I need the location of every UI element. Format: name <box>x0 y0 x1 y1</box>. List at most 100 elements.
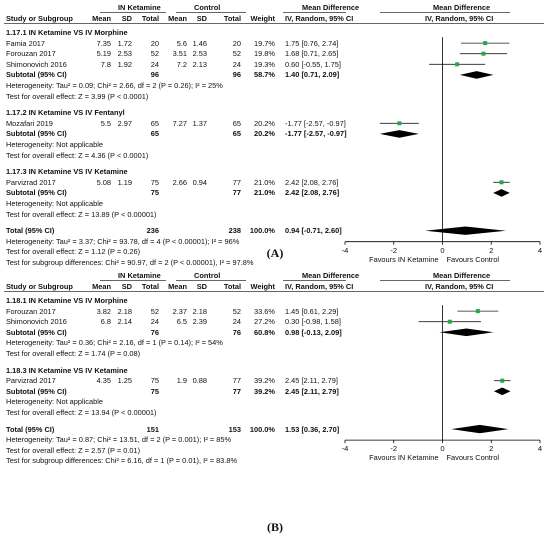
weight-cell: 21.0% <box>254 177 275 187</box>
weight-cell: 21.0% <box>254 188 275 198</box>
stat-note: Heterogeneity: Not applicable <box>6 199 103 208</box>
sd1-cell: 1.92 <box>117 59 132 69</box>
x-tick-label: 0 <box>440 245 445 255</box>
stat-note: Heterogeneity: Not applicable <box>6 140 103 149</box>
header-bottom-rule <box>4 291 544 292</box>
stat-note: Heterogeneity: Not applicable <box>6 397 103 407</box>
group1-header: IN Ketamine <box>118 271 161 280</box>
x-tick-label: 2 <box>489 245 494 255</box>
mean2-cell: 7.27 <box>172 118 187 128</box>
col-mean2: Mean <box>168 282 187 291</box>
md-ci-cell: 1.68 [0.71, 2.65] <box>285 49 339 59</box>
subtotal-label: Subtotal (95% CI) <box>6 70 67 80</box>
total2-cell: 77 <box>232 386 241 396</box>
total1-cell: 20 <box>150 38 159 48</box>
md-header: Mean Difference <box>302 271 360 280</box>
stat-note: Test for overall effect: Z = 3.99 (P < 0… <box>6 91 149 101</box>
md-ci-cell: 1.75 [0.76, 2.74] <box>285 38 339 48</box>
subtotal-diamond <box>379 130 419 138</box>
total1-cell: 76 <box>150 327 159 337</box>
total1-cell: 65 <box>150 118 159 128</box>
sd2-cell: 2.13 <box>192 59 207 69</box>
subgroup-title: 1.17.3 IN Ketamine VS IV Ketamine <box>6 167 128 177</box>
col-total1: Total <box>141 282 159 291</box>
mean1-cell: 7.35 <box>96 38 111 48</box>
md-header: Mean Difference <box>302 3 360 12</box>
subtotal-label: Subtotal (95% CI) <box>6 386 67 396</box>
total2-cell: 77 <box>232 188 241 198</box>
subtotal-diamond <box>459 71 494 79</box>
total2-cell: 20 <box>232 38 241 48</box>
header-rule <box>100 280 166 281</box>
md-ci-cell: 1.45 [0.61, 2.29] <box>285 306 339 316</box>
md-ci-cell: 1.40 [0.71, 2.09] <box>285 70 340 80</box>
favours-right-label: Favours Control <box>446 254 500 264</box>
sd2-cell: 1.37 <box>192 118 207 128</box>
header-rule <box>176 280 246 281</box>
stat-note: Test for overall effect: Z = 1.74 (P = 0… <box>6 349 141 358</box>
total1-cell: 75 <box>150 376 159 386</box>
sd1-cell: 2.18 <box>117 306 132 316</box>
effect-marker <box>483 41 488 46</box>
x-tick-label: -2 <box>390 245 398 255</box>
weight-cell: 19.7% <box>254 38 275 48</box>
weight-cell: 39.2% <box>254 376 275 386</box>
md-ci-cell: 2.45 [2.11, 2.79] <box>285 386 339 396</box>
study-name: Parvizrad 2017 <box>6 376 56 386</box>
md-ci-cell: 0.98 [-0.13, 2.09] <box>285 327 342 337</box>
md-ci-cell: 0.30 [-0.98, 1.58] <box>285 317 341 327</box>
effect-marker <box>499 180 504 185</box>
total1-cell: 65 <box>150 129 159 139</box>
subgroup-title: 1.17.1 IN Ketamine VS IV Morphine <box>6 28 128 37</box>
total2-cell: 52 <box>232 306 241 316</box>
weight-cell: 27.2% <box>254 317 275 327</box>
total2-cell: 76 <box>232 327 241 337</box>
total1-cell: 24 <box>150 317 159 327</box>
effect-marker <box>397 121 402 126</box>
total2-cell: 65 <box>232 118 241 128</box>
total1-cell: 75 <box>150 177 159 187</box>
col-md: IV, Random, 95% CI <box>285 14 354 23</box>
header-rule <box>176 12 246 13</box>
total1-cell: 75 <box>150 188 159 198</box>
x-tick-label: 4 <box>537 245 543 255</box>
md-ci-cell: 2.45 [2.11, 2.79] <box>285 376 338 386</box>
total1-cell: 151 <box>146 424 159 434</box>
x-tick-label: 2 <box>489 444 494 454</box>
stat-note: Test for overall effect: Z = 13.94 (P < … <box>6 408 157 417</box>
subtotal-label: Subtotal (95% CI) <box>6 327 67 337</box>
subtotal-diamond <box>493 387 511 396</box>
header-rule <box>283 12 346 13</box>
total1-cell: 24 <box>150 59 159 69</box>
mean1-cell: 6.8 <box>100 317 111 327</box>
x-tick-label: 4 <box>537 444 543 454</box>
mean2-cell: 1.9 <box>176 376 187 386</box>
x-tick-label: -4 <box>341 245 349 255</box>
col-sd1: SD <box>121 14 132 23</box>
header-rule <box>380 12 510 13</box>
subtotal-label: Subtotal (95% CI) <box>6 129 67 139</box>
sd2-cell: 2.39 <box>192 317 207 327</box>
total2-cell: 153 <box>228 424 241 434</box>
x-tick-label: 0 <box>440 444 445 454</box>
stat-note: Heterogeneity: Tau² = 0.87; Chi² = 13.51… <box>6 435 232 445</box>
weight-cell: 19.3% <box>254 59 275 69</box>
sd2-cell: 2.53 <box>192 49 207 59</box>
mean2-cell: 2.37 <box>172 306 187 316</box>
header-rule <box>283 280 346 281</box>
subtotal-diamond <box>439 328 494 337</box>
mean1-cell: 3.82 <box>96 306 111 316</box>
sd1-cell: 1.25 <box>117 376 132 386</box>
favours-left-label: Favours IN Ketamine <box>369 254 439 264</box>
total-diamond <box>425 226 506 235</box>
weight-cell: 20.2% <box>254 129 275 139</box>
forest-plot-svg <box>344 305 541 444</box>
md-ci-cell: 2.42 [2.08, 2.76] <box>285 188 340 198</box>
effect-marker <box>455 62 460 67</box>
weight-cell: 58.7% <box>254 70 275 80</box>
md-plot-header: Mean Difference <box>433 271 491 280</box>
total2-cell: 65 <box>232 129 241 139</box>
weight-cell: 20.2% <box>254 118 275 128</box>
study-name: Forouzan 2017 <box>6 306 56 316</box>
header-bottom-rule <box>4 23 544 24</box>
